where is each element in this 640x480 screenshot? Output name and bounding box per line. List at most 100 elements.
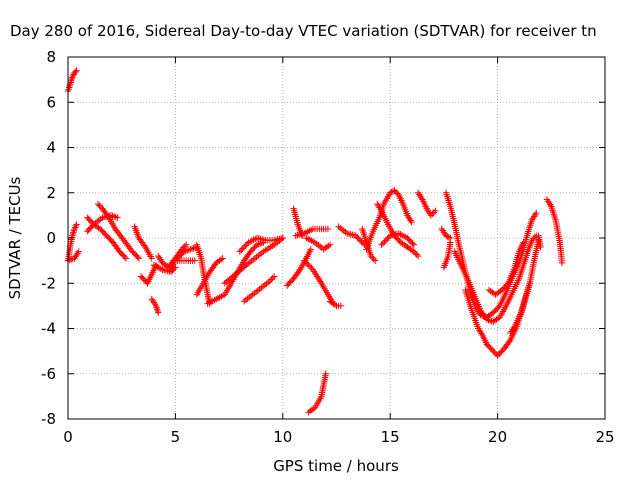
data-point bbox=[119, 235, 126, 242]
data-point bbox=[302, 258, 309, 266]
data-point bbox=[483, 316, 491, 323]
data-point bbox=[526, 280, 534, 287]
data-point bbox=[355, 235, 362, 242]
data-point bbox=[65, 84, 73, 91]
data-point bbox=[427, 212, 435, 219]
data-point bbox=[352, 232, 360, 239]
data-trace bbox=[131, 223, 155, 262]
data-point bbox=[216, 257, 223, 264]
data-point bbox=[382, 237, 390, 244]
data-point bbox=[379, 240, 387, 247]
data-point bbox=[533, 209, 540, 217]
data-trace bbox=[378, 230, 418, 248]
y-tick-label: -4 bbox=[41, 320, 56, 338]
data-point bbox=[330, 300, 337, 307]
data-point bbox=[528, 237, 536, 244]
data-point bbox=[120, 237, 128, 244]
data-trace bbox=[440, 239, 454, 271]
data-trace bbox=[64, 67, 80, 95]
x-tick-label: 0 bbox=[63, 428, 73, 446]
x-tick-label: 5 bbox=[171, 428, 181, 446]
data-point bbox=[135, 255, 143, 262]
data-point bbox=[367, 252, 375, 260]
data-point bbox=[485, 316, 492, 324]
data-point bbox=[154, 307, 161, 315]
data-point bbox=[520, 239, 527, 246]
y-tick-label: -2 bbox=[41, 274, 56, 292]
data-point bbox=[486, 311, 494, 319]
y-tick-label: 8 bbox=[46, 48, 56, 66]
data-trace bbox=[292, 225, 332, 239]
data-trace bbox=[240, 273, 278, 305]
data-trace bbox=[303, 234, 334, 253]
data-point bbox=[125, 243, 132, 250]
data-point bbox=[371, 257, 379, 264]
data-point bbox=[114, 228, 121, 236]
data-trace bbox=[305, 370, 329, 416]
data-point bbox=[323, 243, 331, 251]
data-point bbox=[410, 248, 418, 255]
data-point bbox=[493, 290, 501, 297]
data-point bbox=[123, 240, 130, 247]
data-point bbox=[378, 241, 385, 248]
data-point bbox=[537, 243, 544, 251]
data-point bbox=[66, 256, 73, 264]
data-point bbox=[410, 241, 418, 248]
data-point bbox=[94, 200, 102, 208]
data-point bbox=[115, 230, 123, 237]
y-tick-label: 6 bbox=[46, 93, 56, 111]
data-point bbox=[242, 242, 249, 249]
data-point bbox=[141, 242, 148, 249]
data-point bbox=[69, 230, 77, 238]
data-trace bbox=[193, 255, 226, 298]
data-point bbox=[134, 253, 141, 261]
data-point bbox=[358, 238, 365, 245]
data-point bbox=[491, 349, 498, 356]
y-tick-label: 4 bbox=[46, 139, 56, 157]
data-point bbox=[490, 347, 497, 355]
data-point bbox=[301, 257, 308, 264]
data-trace bbox=[283, 246, 314, 289]
data-point bbox=[490, 318, 497, 325]
data-point bbox=[184, 247, 191, 254]
data-trace bbox=[174, 257, 198, 264]
data-point bbox=[492, 291, 499, 298]
data-point bbox=[219, 255, 226, 262]
data-point bbox=[331, 301, 339, 308]
data-point bbox=[397, 239, 405, 246]
y-tick-label: 0 bbox=[46, 229, 56, 247]
data-trace bbox=[335, 223, 368, 248]
x-axis-label: GPS time / hours bbox=[273, 457, 399, 475]
data-point bbox=[409, 240, 416, 247]
data-point bbox=[306, 263, 314, 270]
data-point bbox=[494, 315, 502, 322]
data-point bbox=[71, 225, 78, 233]
data-point bbox=[310, 405, 317, 413]
data-point bbox=[305, 261, 312, 269]
y-tick-label: -8 bbox=[41, 410, 56, 428]
data-point bbox=[306, 407, 314, 415]
data-point bbox=[384, 235, 391, 242]
data-point bbox=[445, 234, 453, 241]
data-point bbox=[255, 241, 262, 248]
data-point bbox=[488, 346, 496, 353]
data-point bbox=[72, 222, 80, 230]
data-point bbox=[191, 257, 198, 264]
data-point bbox=[488, 317, 495, 325]
data-point bbox=[322, 244, 329, 252]
data-point bbox=[430, 209, 438, 216]
data-point bbox=[491, 317, 499, 324]
data-trace bbox=[438, 225, 454, 242]
data-point bbox=[356, 237, 364, 244]
data-point bbox=[392, 188, 400, 196]
data-point bbox=[126, 245, 134, 252]
data-point bbox=[391, 187, 398, 194]
data-point bbox=[409, 247, 416, 254]
data-point bbox=[506, 338, 513, 345]
data-point bbox=[113, 227, 120, 234]
data-point bbox=[413, 251, 420, 258]
data-trace bbox=[148, 295, 162, 316]
x-tick-label: 15 bbox=[381, 428, 400, 446]
grid-lines bbox=[68, 57, 605, 419]
data-point bbox=[187, 246, 194, 253]
